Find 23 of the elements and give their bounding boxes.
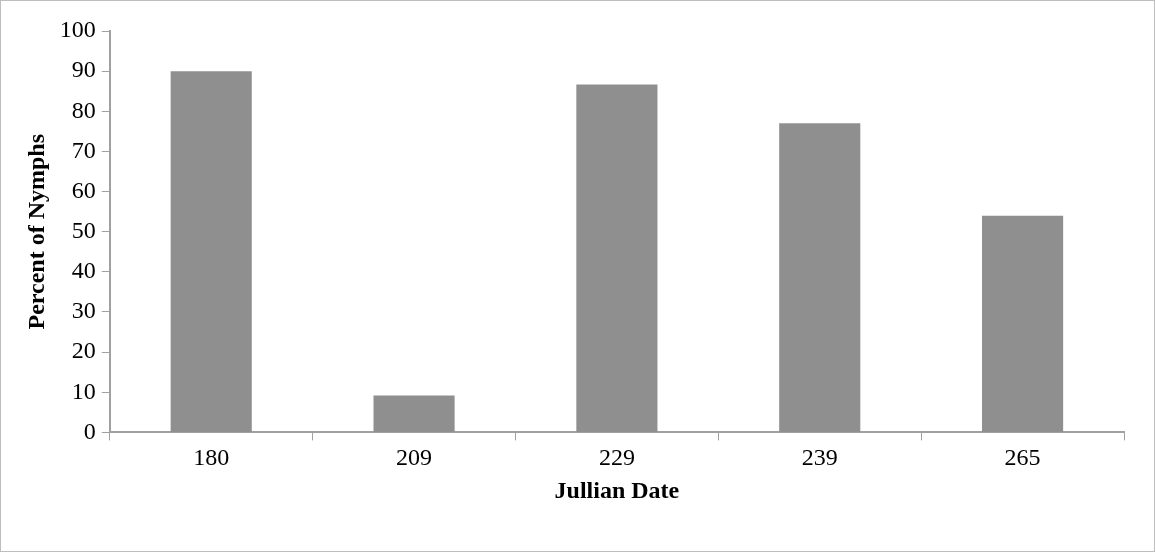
bar bbox=[982, 215, 1064, 432]
x-tick-label: 229 bbox=[598, 444, 635, 471]
y-tick-label: 0 bbox=[83, 417, 96, 444]
y-tick-label: 60 bbox=[71, 176, 96, 203]
bar bbox=[576, 84, 658, 432]
y-tick-label: 90 bbox=[71, 56, 96, 83]
y-tick-label: 30 bbox=[71, 297, 96, 324]
x-tick-label: 209 bbox=[396, 444, 433, 471]
y-tick-label: 40 bbox=[71, 257, 96, 284]
x-axis-title: Jullian Date bbox=[554, 476, 680, 503]
y-tick-label: 100 bbox=[59, 16, 96, 43]
bar bbox=[373, 395, 455, 432]
bar bbox=[779, 123, 861, 432]
bar bbox=[170, 71, 252, 432]
y-tick-label: 50 bbox=[71, 217, 96, 243]
x-tick-label: 180 bbox=[193, 444, 230, 471]
x-tick-label: 265 bbox=[1004, 444, 1041, 471]
y-tick-label: 80 bbox=[71, 96, 96, 123]
y-tick-label: 70 bbox=[71, 136, 96, 163]
y-tick-label: 10 bbox=[71, 377, 96, 404]
x-tick-label: 239 bbox=[801, 444, 838, 471]
y-tick-label: 20 bbox=[71, 337, 96, 364]
y-axis-title: Percent of Nymphs bbox=[22, 133, 49, 330]
